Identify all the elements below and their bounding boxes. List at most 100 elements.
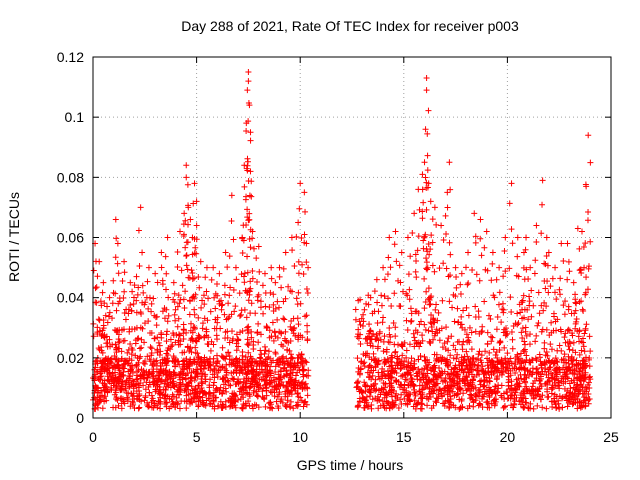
data-point	[554, 359, 561, 366]
data-point	[295, 354, 302, 361]
data-point	[401, 395, 408, 402]
data-point	[417, 353, 424, 360]
data-point	[183, 162, 190, 169]
data-point	[176, 371, 183, 378]
data-point	[386, 325, 393, 332]
data-point	[202, 390, 209, 397]
data-point	[398, 341, 405, 348]
data-point	[446, 159, 453, 166]
data-point	[224, 328, 231, 335]
data-point	[230, 369, 237, 376]
data-point	[260, 310, 267, 317]
data-point	[243, 222, 250, 229]
data-point	[134, 335, 141, 342]
data-point	[555, 377, 562, 384]
data-point	[475, 392, 482, 399]
data-point	[502, 328, 509, 335]
data-point	[284, 397, 291, 404]
data-point	[458, 313, 465, 320]
data-point	[537, 396, 544, 403]
data-point	[392, 228, 399, 235]
data-point	[516, 398, 523, 405]
data-point	[363, 300, 370, 307]
data-point	[304, 322, 311, 329]
data-point	[506, 385, 513, 392]
data-point	[189, 276, 196, 283]
data-point	[580, 399, 587, 406]
data-point	[532, 355, 539, 362]
data-point	[582, 384, 589, 391]
data-point	[140, 289, 147, 296]
data-point	[207, 308, 214, 315]
data-point	[457, 385, 464, 392]
data-point	[489, 334, 496, 341]
data-point	[408, 375, 415, 382]
data-point	[496, 347, 503, 354]
data-point	[146, 368, 153, 375]
data-point	[553, 358, 560, 365]
data-point	[513, 381, 520, 388]
data-point	[465, 334, 472, 341]
data-point	[423, 255, 430, 262]
data-point	[580, 343, 587, 350]
grid-lines	[93, 57, 611, 418]
data-point	[254, 381, 261, 388]
data-point	[112, 389, 119, 396]
data-point	[103, 383, 110, 390]
data-point	[237, 311, 244, 318]
data-point	[175, 292, 182, 299]
data-point	[412, 251, 419, 258]
data-point	[507, 355, 514, 362]
data-point	[203, 391, 210, 398]
data-point	[542, 285, 549, 292]
data-point	[392, 333, 399, 340]
data-point	[423, 380, 430, 387]
data-point	[303, 401, 310, 408]
data-point	[249, 228, 256, 235]
data-point	[229, 402, 236, 409]
data-point	[99, 289, 106, 296]
data-point	[182, 288, 189, 295]
data-point	[443, 231, 450, 238]
data-point	[212, 305, 219, 312]
data-point	[539, 326, 546, 333]
data-point	[194, 350, 201, 357]
data-point	[405, 359, 412, 366]
data-point	[449, 304, 456, 311]
data-point	[150, 397, 157, 404]
data-point	[295, 364, 302, 371]
data-point	[154, 346, 161, 353]
data-point	[141, 369, 148, 376]
data-point	[506, 265, 513, 272]
data-point	[145, 264, 152, 271]
data-point	[576, 351, 583, 358]
x-tick-label: 5	[193, 429, 201, 445]
data-point	[435, 395, 442, 402]
data-point	[534, 322, 541, 329]
data-point	[450, 382, 457, 389]
data-point	[518, 299, 525, 306]
data-point	[243, 128, 250, 135]
data-point	[112, 404, 119, 411]
data-point	[132, 352, 139, 359]
data-point	[573, 300, 580, 307]
data-point	[103, 366, 110, 373]
data-point	[194, 388, 201, 395]
x-tick-label: 20	[500, 429, 516, 445]
data-point	[427, 246, 434, 253]
data-point	[185, 382, 192, 389]
data-point	[421, 159, 428, 166]
data-point	[129, 398, 136, 405]
data-point	[423, 75, 430, 82]
data-point	[422, 126, 429, 133]
data-point	[476, 400, 483, 407]
data-point	[276, 264, 283, 271]
data-point	[452, 264, 459, 271]
data-point	[355, 297, 362, 304]
data-point	[279, 358, 286, 365]
data-point	[523, 383, 530, 390]
data-point	[114, 361, 121, 368]
data-point	[518, 375, 525, 382]
data-point	[232, 381, 239, 388]
data-point	[573, 382, 580, 389]
